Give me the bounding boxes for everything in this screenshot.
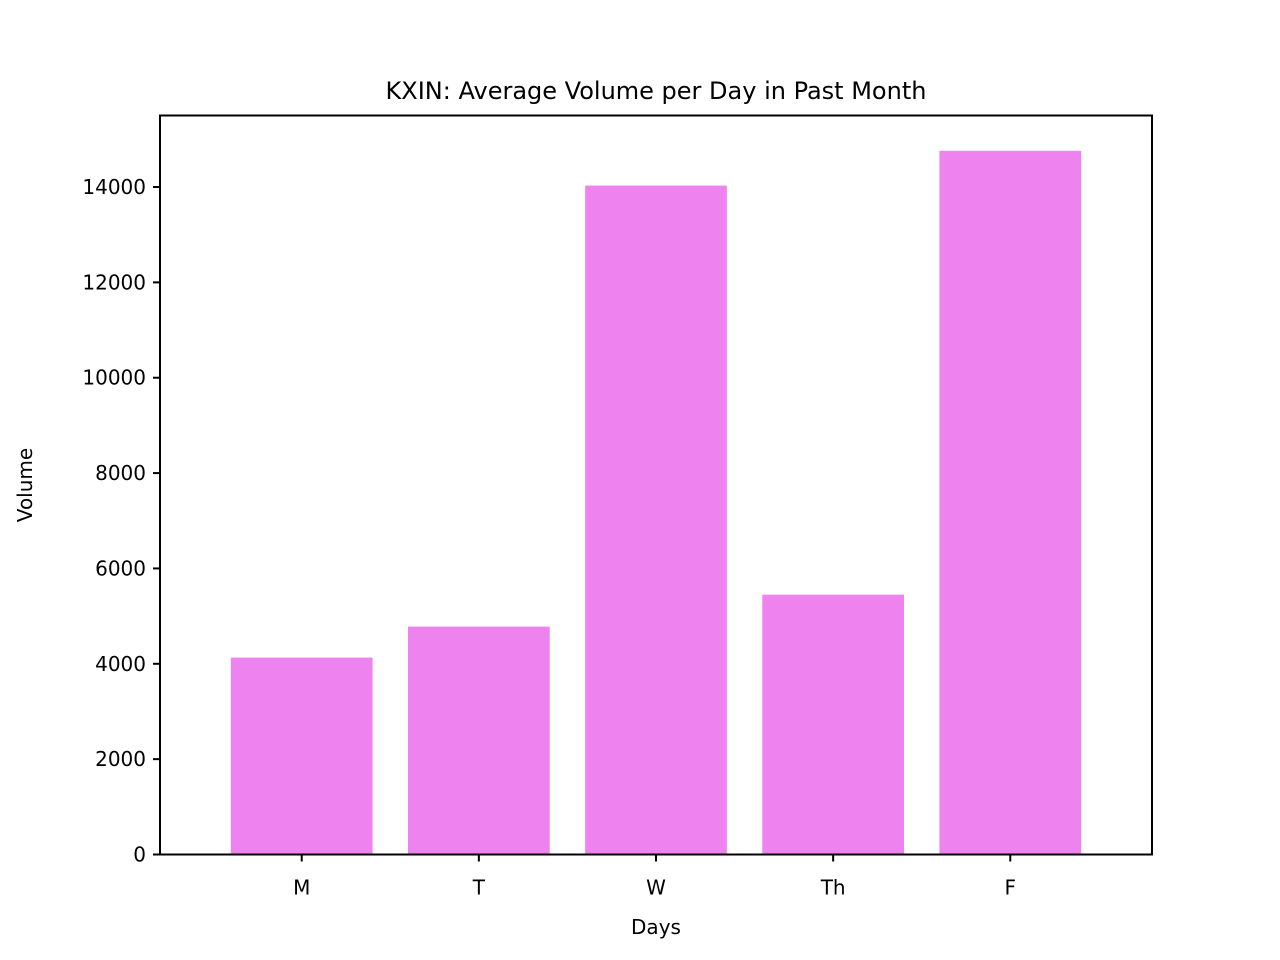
- x-tick-label: T: [472, 876, 486, 900]
- chart-title: KXIN: Average Volume per Day in Past Mon…: [386, 77, 927, 105]
- x-axis-label: Days: [631, 915, 681, 939]
- y-tick-label: 10000: [82, 366, 146, 390]
- bar-t: [408, 626, 550, 855]
- y-tick-label: 12000: [82, 270, 146, 294]
- x-tick-label: M: [293, 876, 310, 900]
- bar-w: [585, 185, 727, 855]
- y-tick-label: 8000: [95, 461, 146, 485]
- y-axis: 0 2000 4000 6000 8000 10000 12000 14000: [82, 175, 160, 867]
- x-axis: M T W Th F: [293, 854, 1017, 900]
- x-tick-label: Th: [820, 876, 846, 900]
- y-tick-label: 6000: [95, 556, 146, 580]
- bar-f: [939, 150, 1082, 855]
- y-tick-label: 4000: [95, 652, 146, 676]
- x-tick-label: F: [1005, 876, 1017, 900]
- bar-m: [230, 657, 373, 855]
- y-tick-label: 0: [133, 843, 146, 867]
- y-tick-label: 2000: [95, 747, 146, 771]
- bars-layer: [230, 150, 1082, 855]
- bar-th: [762, 594, 904, 855]
- y-tick-label: 14000: [82, 175, 146, 199]
- y-axis-label: Volume: [13, 448, 37, 522]
- x-tick-label: W: [646, 876, 666, 900]
